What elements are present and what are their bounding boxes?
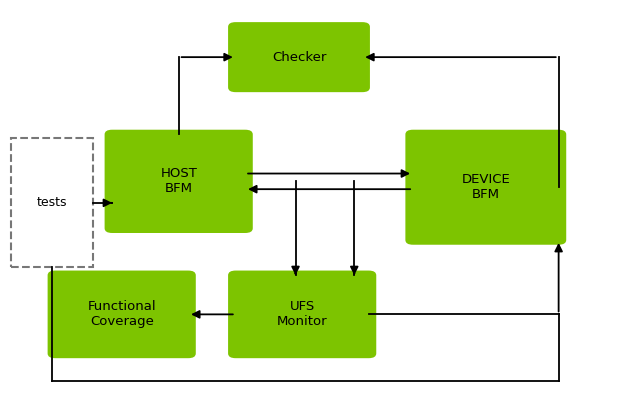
FancyBboxPatch shape [48, 271, 196, 358]
Text: UFS
Monitor: UFS Monitor [277, 300, 328, 328]
Bar [11, 138, 93, 268]
FancyBboxPatch shape [228, 271, 377, 358]
FancyBboxPatch shape [228, 22, 370, 92]
FancyBboxPatch shape [104, 130, 252, 233]
Text: HOST
BFM: HOST BFM [160, 167, 197, 195]
FancyBboxPatch shape [405, 130, 566, 245]
Text: DEVICE
BFM: DEVICE BFM [462, 173, 510, 201]
Text: Functional
Coverage: Functional Coverage [87, 300, 156, 328]
Text: Checker: Checker [272, 51, 326, 64]
Text: tests: tests [37, 196, 67, 209]
